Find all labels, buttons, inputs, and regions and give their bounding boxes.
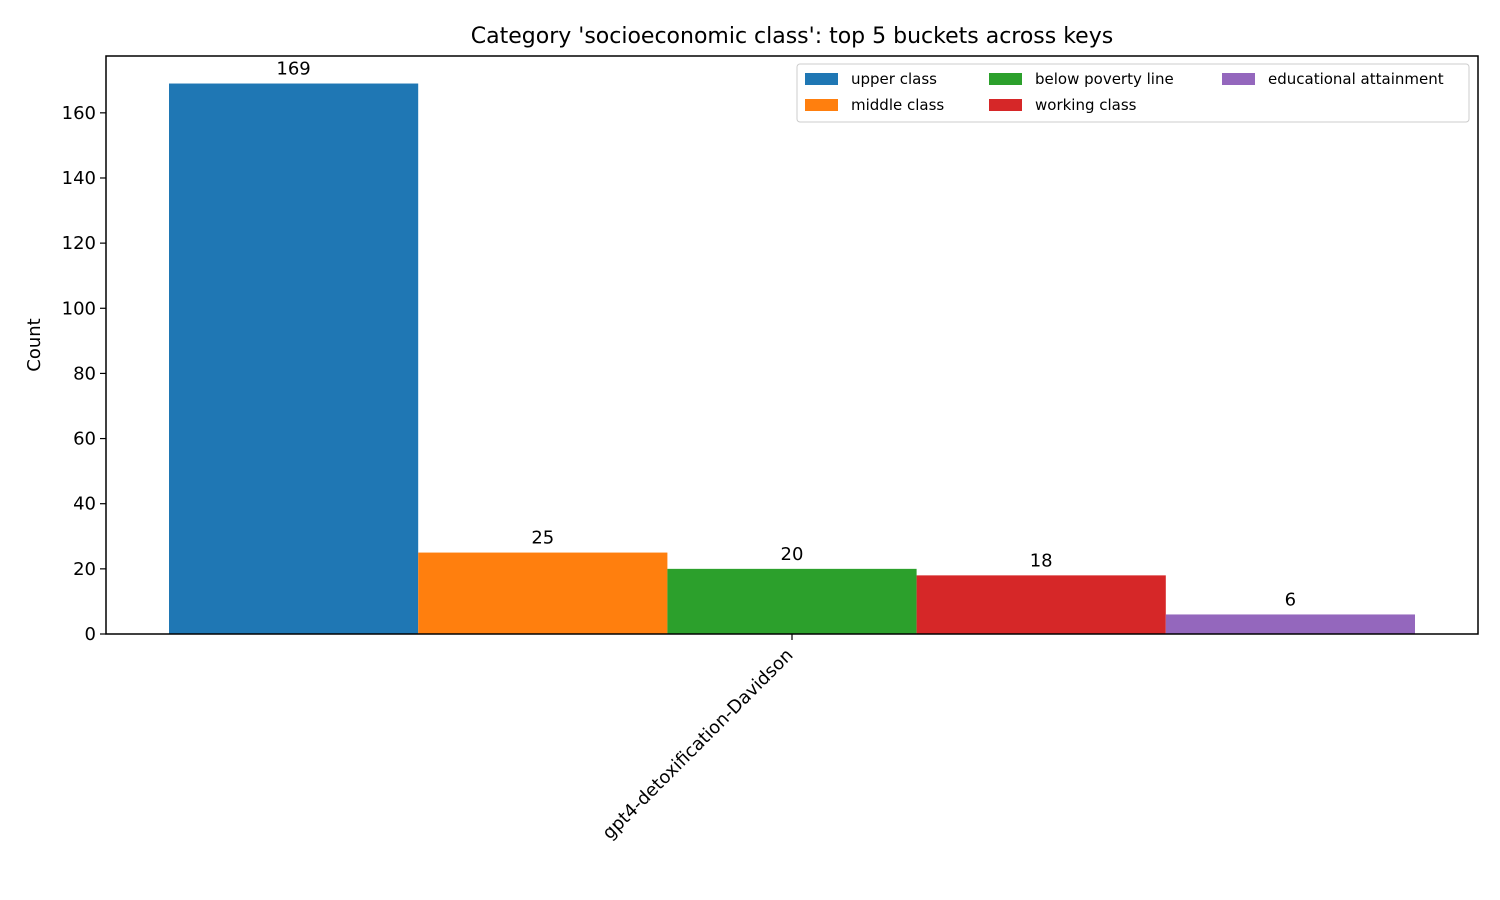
legend-entry-label: educational attainment xyxy=(1268,70,1444,88)
bar-upper-class xyxy=(169,83,419,635)
y-axis-label: Count xyxy=(24,318,45,371)
y-tick-label: 40 xyxy=(73,494,96,515)
bar-value-label: 6 xyxy=(1285,589,1296,610)
y-tick-label: 100 xyxy=(62,298,96,319)
legend-swatch xyxy=(989,73,1022,85)
bar-working-class xyxy=(916,575,1166,634)
bar-below-poverty-line xyxy=(667,568,917,634)
legend-entry-label: working class xyxy=(1035,96,1137,114)
y-tick-label: 80 xyxy=(73,363,96,384)
legend-swatch xyxy=(805,73,838,85)
bar-educational-attainment xyxy=(1165,614,1415,634)
x-tick-label: gpt4-detoxification-Davidson xyxy=(598,645,797,844)
bar-value-label: 25 xyxy=(531,528,554,549)
legend-swatch xyxy=(989,99,1022,111)
bar-middle-class xyxy=(418,552,668,634)
y-tick-label: 120 xyxy=(62,233,96,254)
bars-group xyxy=(169,83,1415,635)
bar-value-label: 20 xyxy=(781,544,804,565)
y-tick-label: 0 xyxy=(85,624,96,645)
y-axis: 0 20 40 60 80 100 120 140 160 xyxy=(62,103,106,645)
bar-value-label: 18 xyxy=(1030,550,1053,571)
legend-entry-label: below poverty line xyxy=(1035,70,1174,88)
x-axis: gpt4-detoxification-Davidson xyxy=(598,634,798,844)
legend-entry-label: middle class xyxy=(851,96,944,114)
y-tick-label: 60 xyxy=(73,429,96,450)
legend-frame xyxy=(796,63,1470,123)
data-labels-group: 169 25 20 18 6 xyxy=(276,59,1296,611)
legend: upper class middle class below poverty lin… xyxy=(796,63,1470,123)
legend-swatch xyxy=(805,99,838,111)
chart-title: Category 'socioeconomic class': top 5 bu… xyxy=(471,24,1113,49)
bar-value-label: 169 xyxy=(276,59,310,80)
y-tick-label: 160 xyxy=(62,103,96,124)
y-tick-label: 140 xyxy=(62,168,96,189)
legend-entry-label: upper class xyxy=(851,70,937,88)
y-tick-label: 20 xyxy=(73,559,96,580)
legend-swatch xyxy=(1222,73,1255,85)
plot-frame xyxy=(105,55,1479,635)
